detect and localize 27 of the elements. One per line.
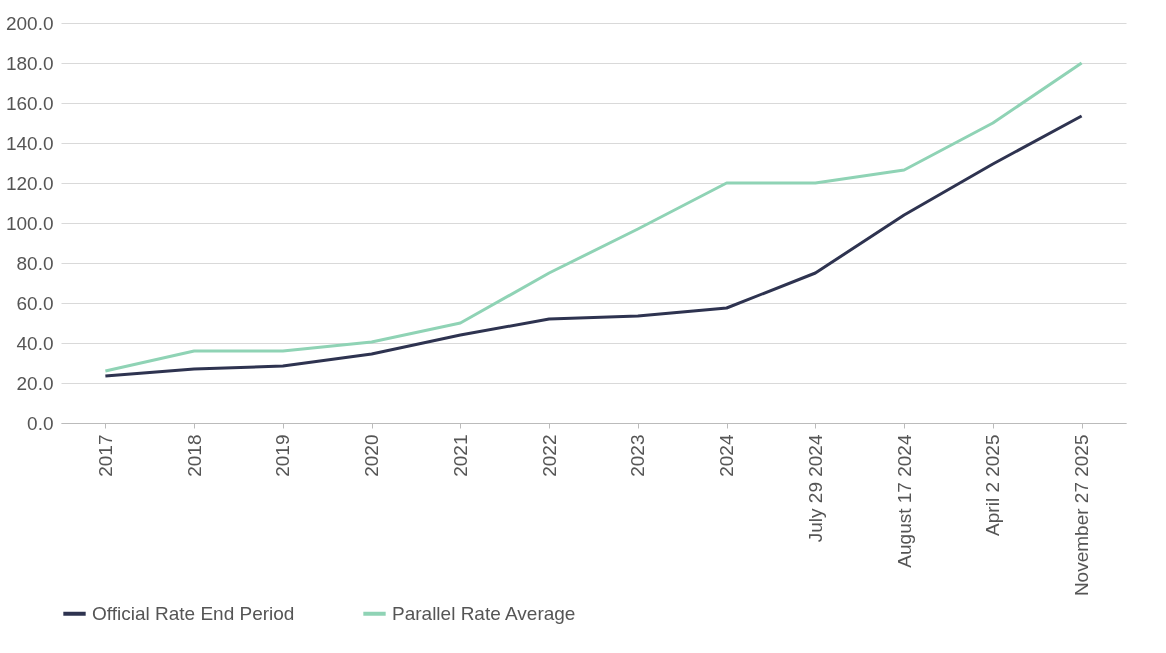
y-tick-label: 40.0 xyxy=(16,332,54,354)
x-tick-label: April 2 2025 xyxy=(982,434,1004,536)
x-tick-label: 2018 xyxy=(183,434,205,477)
x-tick-label: August 17 2024 xyxy=(893,434,915,568)
y-tick-label: 80.0 xyxy=(16,252,54,274)
y-tick-label: 100.0 xyxy=(5,212,54,234)
x-tick-label: 2024 xyxy=(716,434,738,477)
y-tick-label: 120.0 xyxy=(5,172,54,194)
y-tick-label: 60.0 xyxy=(16,292,54,314)
x-tick-label: 2023 xyxy=(627,434,649,477)
legend-label: Parallel Rate Average xyxy=(392,602,576,624)
y-tick-label: 20.0 xyxy=(16,372,54,394)
x-tick-label: November 27 2025 xyxy=(1071,434,1093,597)
line-series xyxy=(103,114,1084,378)
x-tick-label: 2022 xyxy=(538,434,560,477)
y-tick-label: 160.0 xyxy=(5,92,54,114)
x-tick-label: 2019 xyxy=(272,434,294,477)
x-tick-label: 2017 xyxy=(94,434,116,477)
line-series xyxy=(103,61,1084,373)
y-tick-label: 180.0 xyxy=(5,52,54,74)
y-tick-label: 200.0 xyxy=(5,12,54,34)
x-tick-label: 2020 xyxy=(361,434,383,477)
x-tick-label: July 29 2024 xyxy=(804,434,826,543)
y-tick-label: 140.0 xyxy=(5,132,54,154)
x-tick-label: 2021 xyxy=(449,434,471,477)
legend-label: Official Rate End Period xyxy=(92,602,295,624)
y-tick-label: 0.0 xyxy=(27,412,54,434)
